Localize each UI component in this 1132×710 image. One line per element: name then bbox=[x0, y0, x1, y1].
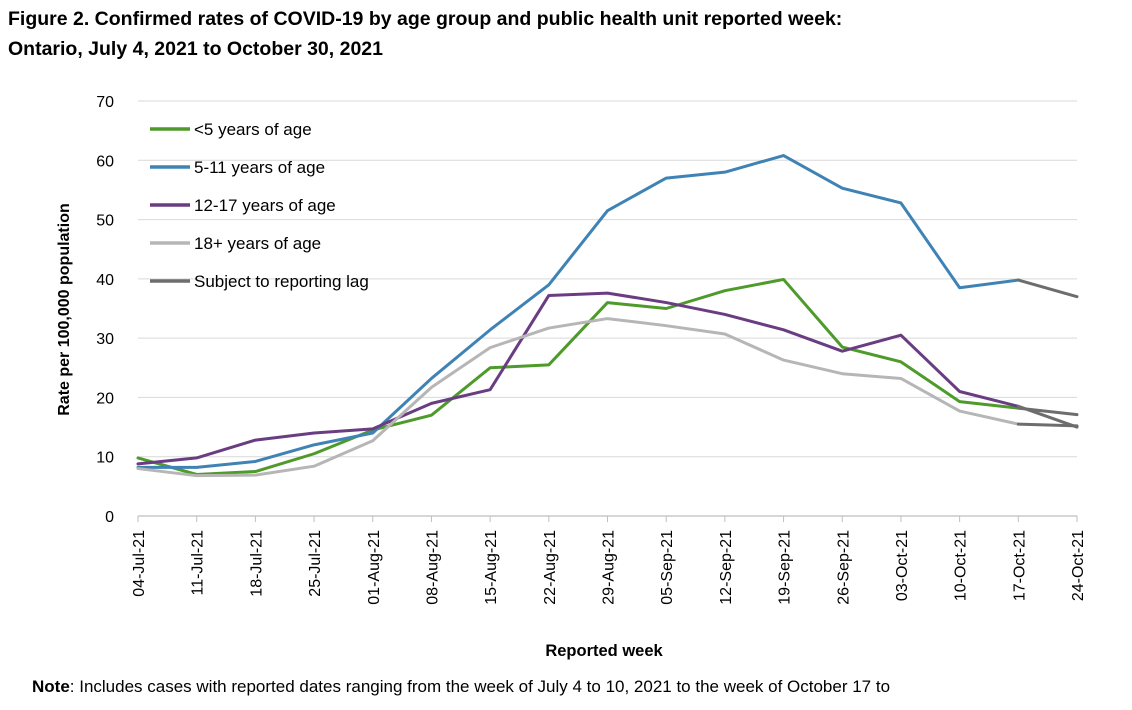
x-tick-label: 04-Jul-21 bbox=[131, 530, 148, 597]
x-tick-label: 26-Sep-21 bbox=[835, 530, 852, 605]
series-line-5-11-years-of-age bbox=[136, 154, 1020, 469]
figure-title: Figure 2. Confirmed rates of COVID-19 by… bbox=[8, 4, 1118, 64]
series-line-5-years-of-age bbox=[136, 277, 1020, 476]
legend-label: Subject to reporting lag bbox=[194, 272, 369, 291]
y-tick-label: 70 bbox=[96, 94, 114, 111]
y-tick-label: 0 bbox=[105, 509, 114, 526]
x-tick-label: 18-Jul-21 bbox=[248, 530, 265, 597]
x-tick-label: 08-Aug-21 bbox=[424, 530, 441, 605]
x-tick-label: 25-Jul-21 bbox=[307, 530, 324, 597]
x-tick-label: 11-Jul-21 bbox=[190, 530, 207, 596]
legend-label: <5 years of age bbox=[194, 120, 312, 139]
y-axis-title: Rate per 100,000 population bbox=[56, 203, 73, 416]
y-tick-label: 10 bbox=[96, 450, 114, 467]
x-tick-label: 29-Aug-21 bbox=[601, 530, 618, 605]
figure-title-line-1: Figure 2. Confirmed rates of COVID-19 by… bbox=[8, 8, 843, 30]
y-tick-label: 60 bbox=[96, 153, 114, 170]
x-tick-label: 22-Aug-21 bbox=[542, 530, 559, 605]
x-tick-label: 05-Sep-21 bbox=[659, 530, 676, 605]
x-tick-label: 17-Oct-21 bbox=[1011, 530, 1028, 601]
series-line-reporting-lag bbox=[1016, 404, 1079, 429]
footnote: Note: Includes cases with reported dates… bbox=[32, 677, 890, 697]
note-label: Note bbox=[32, 677, 70, 696]
legend-label: 12-17 years of age bbox=[194, 196, 336, 215]
x-tick-label: 12-Sep-21 bbox=[718, 530, 735, 605]
x-tick-label: 24-Oct-21 bbox=[1070, 530, 1087, 601]
x-tick-label: 15-Aug-21 bbox=[483, 530, 500, 605]
x-tick-label: 10-Oct-21 bbox=[953, 530, 970, 601]
series-line-reporting-lag bbox=[1016, 422, 1079, 428]
note-text: : Includes cases with reported dates ran… bbox=[69, 677, 891, 696]
series-line-18-years-of-age bbox=[136, 317, 1020, 478]
x-tick-label: 19-Sep-21 bbox=[777, 530, 794, 605]
y-tick-label: 20 bbox=[96, 390, 114, 407]
y-tick-label: 40 bbox=[96, 272, 114, 289]
legend-label: 18+ years of age bbox=[194, 234, 321, 253]
y-tick-label: 50 bbox=[96, 213, 114, 230]
x-tick-label: 03-Oct-21 bbox=[894, 530, 911, 601]
legend-label: 5-11 years of age bbox=[194, 158, 325, 177]
series-line-12-17-years-of-age bbox=[136, 291, 1020, 466]
y-tick-label: 30 bbox=[96, 331, 114, 348]
figure-title-line-2: Ontario, July 4, 2021 to October 30, 202… bbox=[8, 38, 383, 60]
x-tick-label: 01-Aug-21 bbox=[366, 530, 383, 605]
x-axis-title: Reported week bbox=[545, 642, 663, 660]
line-chart: 0 10 20 30 40 50 60 70 04-Jul-21 11-Jul-21 18-Jul-… bbox=[56, 94, 1087, 660]
series-line-reporting-lag bbox=[1016, 278, 1079, 299]
